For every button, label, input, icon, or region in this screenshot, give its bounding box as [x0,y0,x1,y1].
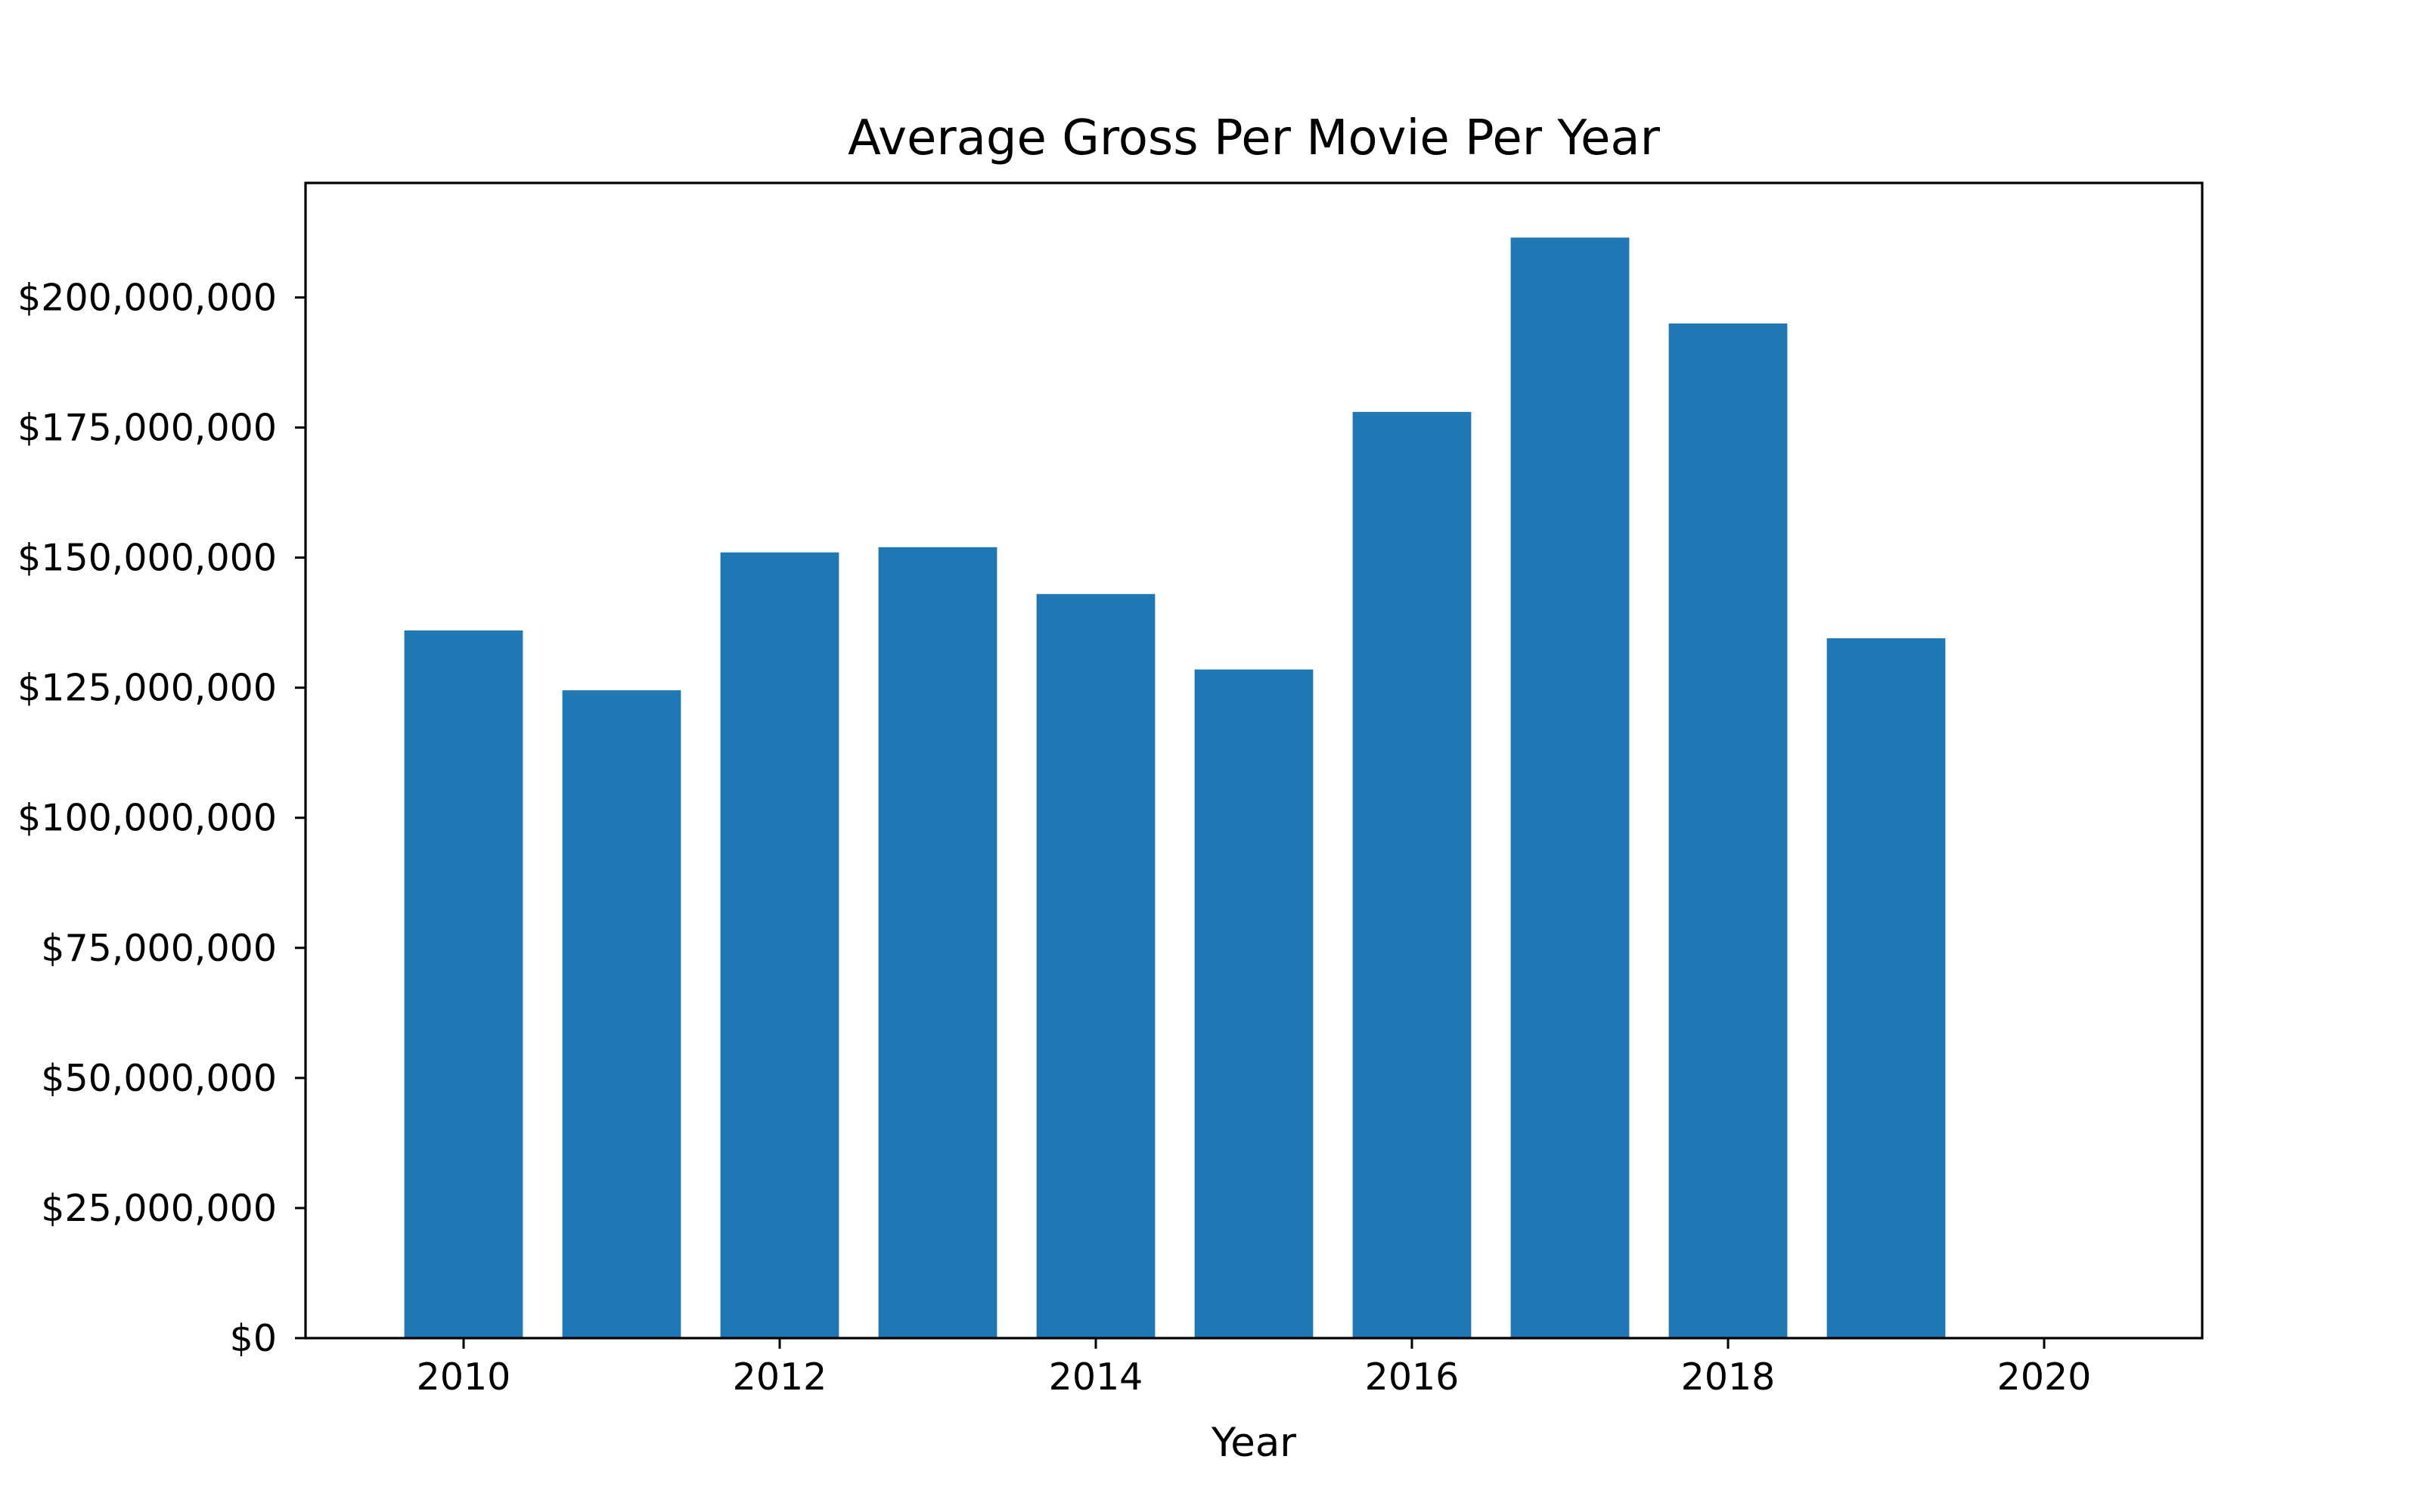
plot-frame [304,181,2204,1340]
bar-2011 [562,690,681,1338]
x-tick-label: 2012 [733,1356,827,1399]
bars-group [404,237,1946,1339]
bar-2010 [404,630,523,1338]
x-tick-label: 2020 [1997,1356,2092,1399]
y-tick-label: $100,000,000 [17,797,277,840]
chart-title: Average Gross Per Movie Per Year [848,110,1660,166]
x-tick-label: 2010 [417,1356,511,1399]
y-tick-label: $175,000,000 [17,406,277,449]
y-tick-label: $75,000,000 [41,927,277,970]
bar-2018 [1668,323,1788,1338]
x-tick-label: 2018 [1681,1356,1776,1399]
y-tick-label: $0 [230,1317,277,1360]
bar-2015 [1194,669,1314,1338]
bar-2014 [1036,593,1156,1338]
bar-2017 [1510,237,1630,1338]
bar-2019 [1826,638,1946,1338]
y-tick-label: $125,000,000 [17,667,277,710]
y-tick-label: $150,000,000 [17,537,277,580]
x-tick-label: 2014 [1049,1356,1143,1399]
x-axis: 2010 2012 2014 2016 2018 2020 [417,1338,2092,1399]
y-tick-label: $200,000,000 [17,276,277,319]
bar-2012 [720,552,839,1338]
x-axis-label: Year [1211,1420,1296,1466]
x-tick-label: 2016 [1365,1356,1460,1399]
y-tick-label: $50,000,000 [41,1057,277,1100]
y-axis: $0 $25,000,000 $50,000,000 $75,000,000 $100,… [17,276,306,1360]
y-tick-label: $25,000,000 [41,1187,277,1230]
bar-2013 [878,547,997,1339]
bar-2016 [1352,411,1472,1338]
